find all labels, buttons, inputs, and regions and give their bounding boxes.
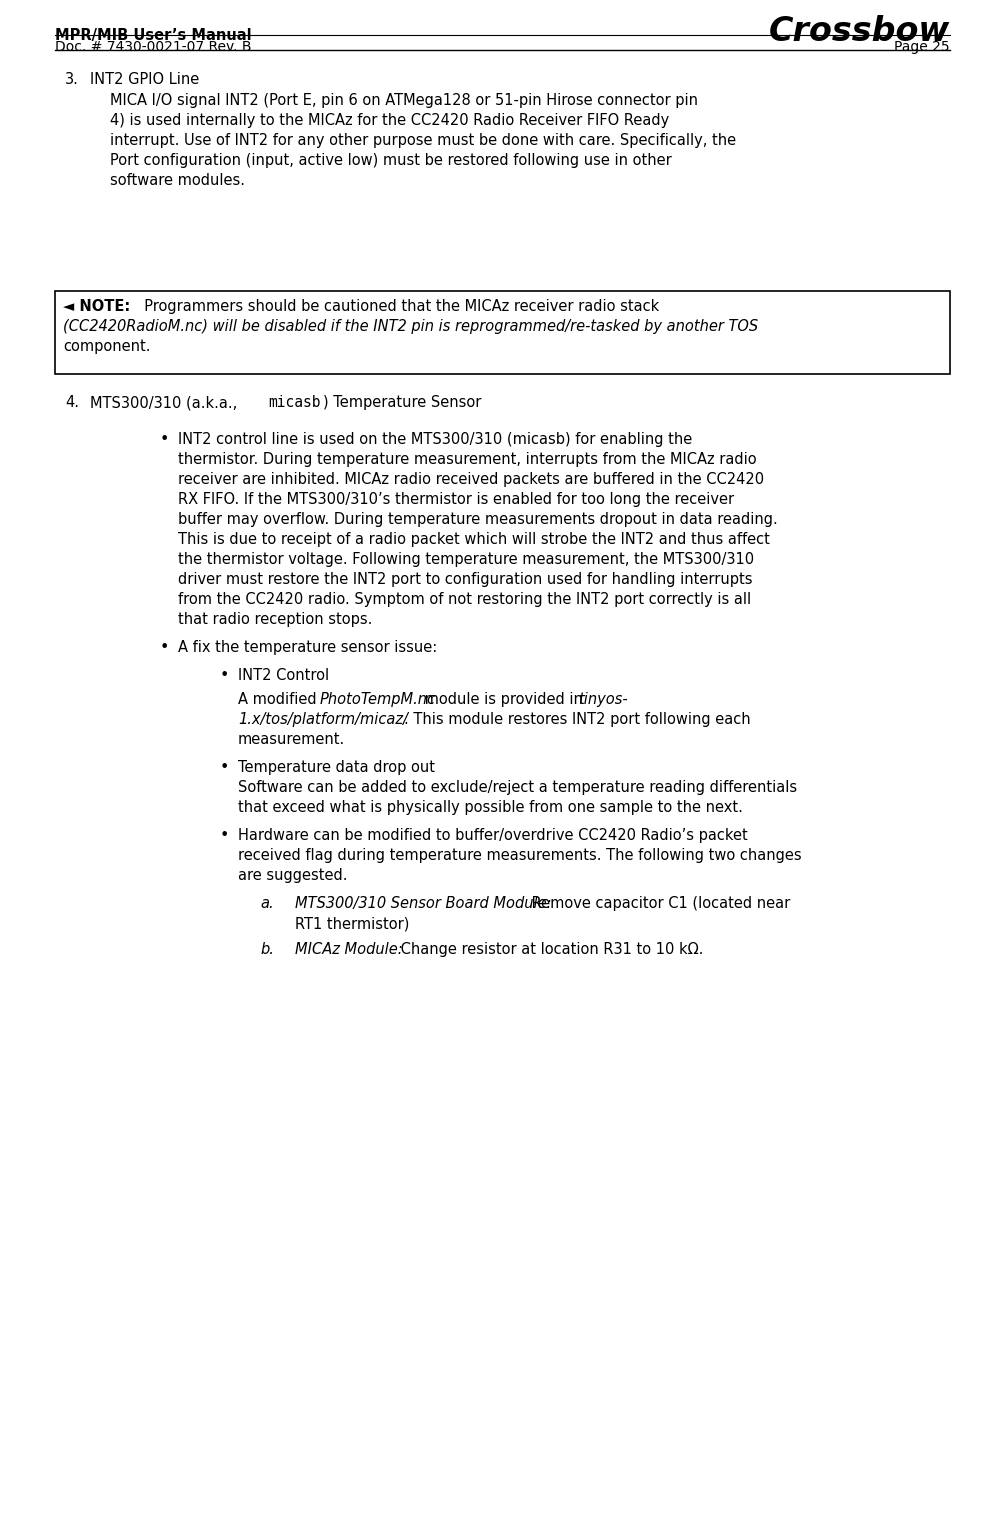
Text: RX FIFO. If the MTS300/310’s thermistor is enabled for too long the receiver: RX FIFO. If the MTS300/310’s thermistor …: [178, 492, 734, 507]
Text: INT2 GPIO Line: INT2 GPIO Line: [90, 72, 199, 87]
Text: Hardware can be modified to buffer/overdrive CC2420 Radio’s packet: Hardware can be modified to buffer/overd…: [238, 829, 747, 844]
Text: the thermistor voltage. Following temperature measurement, the MTS300/310: the thermistor voltage. Following temper…: [178, 551, 754, 567]
Text: interrupt. Use of INT2 for any other purpose must be done with care. Specificall: interrupt. Use of INT2 for any other pur…: [110, 133, 736, 148]
Text: that exceed what is physically possible from one sample to the next.: that exceed what is physically possible …: [238, 800, 743, 815]
Text: ◄ NOTE:: ◄ NOTE:: [63, 299, 130, 314]
Text: from the CC2420 radio. Symptom of not restoring the INT2 port correctly is all: from the CC2420 radio. Symptom of not re…: [178, 592, 751, 608]
Text: MTS300/310 Sensor Board Module:: MTS300/310 Sensor Board Module:: [295, 896, 551, 911]
Text: Crossbow: Crossbow: [769, 15, 950, 49]
Text: RT1 thermistor): RT1 thermistor): [295, 915, 410, 931]
Text: 4.: 4.: [65, 394, 79, 410]
Text: MPR/MIB User’s Manual: MPR/MIB User’s Manual: [55, 27, 252, 43]
Text: module is provided in: module is provided in: [420, 691, 587, 707]
Text: 1.x/tos/platform/micaz/: 1.x/tos/platform/micaz/: [238, 711, 408, 726]
Text: Doc. # 7430-0021-07 Rev. B: Doc. # 7430-0021-07 Rev. B: [55, 40, 252, 53]
Text: This is due to receipt of a radio packet which will strobe the INT2 and thus aff: This is due to receipt of a radio packet…: [178, 532, 770, 547]
Text: •: •: [220, 829, 230, 844]
Text: (CC2420RadioM.nc) will be disabled if the INT2 pin is reprogrammed/re-tasked by : (CC2420RadioM.nc) will be disabled if th…: [63, 318, 758, 334]
Text: A fix the temperature sensor issue:: A fix the temperature sensor issue:: [178, 640, 438, 655]
Text: driver must restore the INT2 port to configuration used for handling interrupts: driver must restore the INT2 port to con…: [178, 573, 752, 586]
Text: Change resistor at location R31 to 10 kΩ.: Change resistor at location R31 to 10 kΩ…: [396, 943, 703, 956]
Text: a.: a.: [260, 896, 274, 911]
Text: MICA I/O signal INT2 (Port E, pin 6 on ATMega128 or 51-pin Hirose connector pin: MICA I/O signal INT2 (Port E, pin 6 on A…: [110, 93, 698, 108]
Text: A modified: A modified: [238, 691, 322, 707]
Text: measurement.: measurement.: [238, 733, 346, 746]
Text: are suggested.: are suggested.: [238, 868, 348, 883]
Text: . This module restores INT2 port following each: . This module restores INT2 port followi…: [404, 711, 750, 726]
Text: micasb: micasb: [268, 394, 321, 410]
Text: PhotoTempM.nc: PhotoTempM.nc: [320, 691, 436, 707]
Text: software modules.: software modules.: [110, 174, 245, 187]
Text: INT2 control line is used on the MTS300/310 (micasb) for enabling the: INT2 control line is used on the MTS300/…: [178, 433, 692, 446]
Text: that radio reception stops.: that radio reception stops.: [178, 612, 373, 627]
Text: •: •: [160, 433, 170, 446]
Text: received flag during temperature measurements. The following two changes: received flag during temperature measure…: [238, 848, 801, 864]
Text: Software can be added to exclude/reject a temperature reading differentials: Software can be added to exclude/reject …: [238, 780, 797, 795]
Text: Temperature data drop out: Temperature data drop out: [238, 760, 435, 775]
Text: •: •: [220, 760, 230, 775]
Text: component.: component.: [63, 340, 151, 353]
FancyBboxPatch shape: [55, 291, 950, 375]
Text: thermistor. During temperature measurement, interrupts from the MICAz radio: thermistor. During temperature measureme…: [178, 452, 756, 468]
Text: b.: b.: [260, 943, 274, 956]
Text: INT2 Control: INT2 Control: [238, 669, 329, 682]
Text: •: •: [220, 669, 230, 682]
Text: •: •: [160, 640, 170, 655]
Text: receiver are inhibited. MICAz radio received packets are buffered in the CC2420: receiver are inhibited. MICAz radio rece…: [178, 472, 764, 487]
Text: tinyos-: tinyos-: [578, 691, 627, 707]
Text: ) Temperature Sensor: ) Temperature Sensor: [323, 394, 482, 410]
Text: 4) is used internally to the MICAz for the CC2420 Radio Receiver FIFO Ready: 4) is used internally to the MICAz for t…: [110, 113, 669, 128]
Text: 3.: 3.: [65, 72, 79, 87]
Text: Programmers should be cautioned that the MICAz receiver radio stack: Programmers should be cautioned that the…: [135, 299, 659, 314]
Text: Page 25: Page 25: [894, 40, 950, 53]
Text: MTS300/310 (a.k.a.,: MTS300/310 (a.k.a.,: [90, 394, 242, 410]
Text: MICAz Module:: MICAz Module:: [295, 943, 403, 956]
Text: buffer may overflow. During temperature measurements dropout in data reading.: buffer may overflow. During temperature …: [178, 512, 778, 527]
Text: Port configuration (input, active low) must be restored following use in other: Port configuration (input, active low) m…: [110, 152, 671, 168]
Text: Remove capacitor C1 (located near: Remove capacitor C1 (located near: [527, 896, 790, 911]
